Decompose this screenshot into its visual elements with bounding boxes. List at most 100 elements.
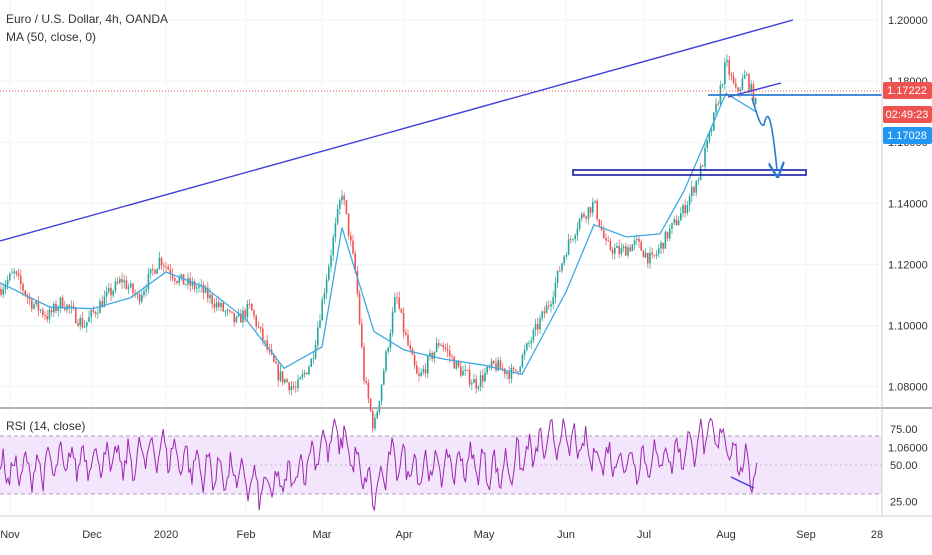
candle-body [462, 370, 464, 376]
candle-body [191, 281, 194, 286]
candle-body [688, 196, 691, 205]
candle-body [625, 246, 627, 256]
candle-body [99, 301, 101, 314]
candle-body [435, 343, 438, 352]
candle-body [556, 270, 559, 283]
candle-body [396, 297, 398, 299]
rsi-tick-label: 25.00 [890, 496, 918, 508]
candle-body [383, 370, 385, 385]
candle-body [662, 242, 664, 249]
candle-body [726, 60, 728, 63]
candle-body [281, 371, 284, 383]
ma-indicator-label[interactable]: MA (50, close, 0) [6, 30, 96, 44]
rsi-tick-label: 50.00 [890, 460, 918, 472]
candle-body [664, 231, 667, 249]
candle-body [545, 305, 548, 314]
candle-body [292, 386, 295, 388]
candle-body [13, 271, 15, 273]
candle-body [88, 316, 90, 322]
candle-body [81, 317, 84, 328]
candle-body [466, 369, 469, 371]
candle-body [400, 308, 403, 313]
candle-body [405, 332, 407, 335]
candle-body [629, 247, 631, 252]
time-tick-label: Mar [313, 529, 332, 541]
rsi-indicator-label[interactable]: RSI (14, close) [6, 419, 85, 433]
candle-body [114, 281, 117, 291]
candle-body [708, 131, 711, 141]
candle-body [585, 216, 587, 219]
candle-body [563, 256, 565, 264]
price-tick-label: 1.12000 [888, 259, 928, 271]
candle-body [539, 318, 541, 330]
candle-body [552, 297, 554, 305]
candle-body [171, 274, 174, 279]
candle-body [728, 60, 730, 75]
candle-body [451, 356, 453, 358]
candle-body [398, 297, 400, 309]
candle-body [374, 418, 376, 429]
candle-body [702, 165, 704, 167]
candle-body [116, 281, 119, 283]
candle-body [554, 282, 557, 298]
candle-body [589, 207, 592, 213]
candle-body [394, 297, 396, 313]
candle-body [24, 290, 26, 296]
long-trend-line[interactable] [0, 19, 794, 242]
candle-body [235, 316, 238, 323]
candle-body [471, 383, 473, 385]
candle-body [655, 253, 658, 256]
candle-body [218, 302, 220, 307]
candle-body [279, 371, 282, 381]
candle-body [746, 74, 748, 76]
candle-body [121, 279, 123, 283]
candle-body [644, 252, 647, 258]
candle-body [409, 345, 411, 349]
candle-body [193, 281, 196, 289]
candle-body [684, 205, 686, 214]
candle-body [442, 344, 444, 348]
candle-body [387, 347, 389, 352]
candle-body [640, 241, 642, 251]
time-tick-label: Apr [395, 529, 412, 541]
candle-body [125, 280, 128, 289]
candle-body [658, 248, 660, 254]
candle-body [651, 252, 653, 255]
candle-body [754, 98, 757, 104]
candle-body [141, 295, 143, 302]
candle-body [510, 367, 513, 379]
candle-body [57, 307, 59, 312]
candle-body [308, 366, 310, 375]
candle-body [530, 340, 532, 344]
rsi-axis[interactable]: 75.00 50.00 25.00 [890, 424, 918, 509]
grid [0, 0, 882, 514]
candle-body [277, 363, 279, 381]
rsi-tick-label: 75.00 [890, 424, 918, 436]
candle-body [149, 268, 152, 274]
candle-body [198, 286, 200, 288]
price-tick-label: 1.08000 [888, 382, 928, 394]
candle-body [675, 219, 678, 226]
candle-body [343, 195, 345, 201]
candle-body [671, 222, 673, 229]
candle-body [323, 293, 326, 300]
candle-body [44, 314, 46, 317]
candle-body [636, 239, 638, 241]
candle-body [33, 304, 35, 309]
candle-body [83, 326, 86, 328]
price-axis[interactable]: 1.200001.180001.160001.140001.120001.100… [888, 15, 928, 455]
candle-body [158, 257, 161, 269]
candle-body [17, 273, 20, 276]
candle-body [92, 310, 95, 313]
candle-body [479, 375, 482, 387]
candle-body [389, 333, 392, 348]
time-axis[interactable]: Nov Dec 2020 Feb Mar Apr May Jun Jul Aug Sep 28 [0, 529, 883, 541]
candle-body [717, 103, 719, 105]
symbol-title[interactable]: Euro / U.S. Dollar, 4h, OANDA [6, 12, 168, 26]
projection-path[interactable] [751, 97, 777, 170]
candle-body [180, 274, 183, 279]
candle-body [237, 313, 240, 317]
candle-body [475, 378, 477, 389]
support-zone[interactable] [572, 169, 807, 176]
